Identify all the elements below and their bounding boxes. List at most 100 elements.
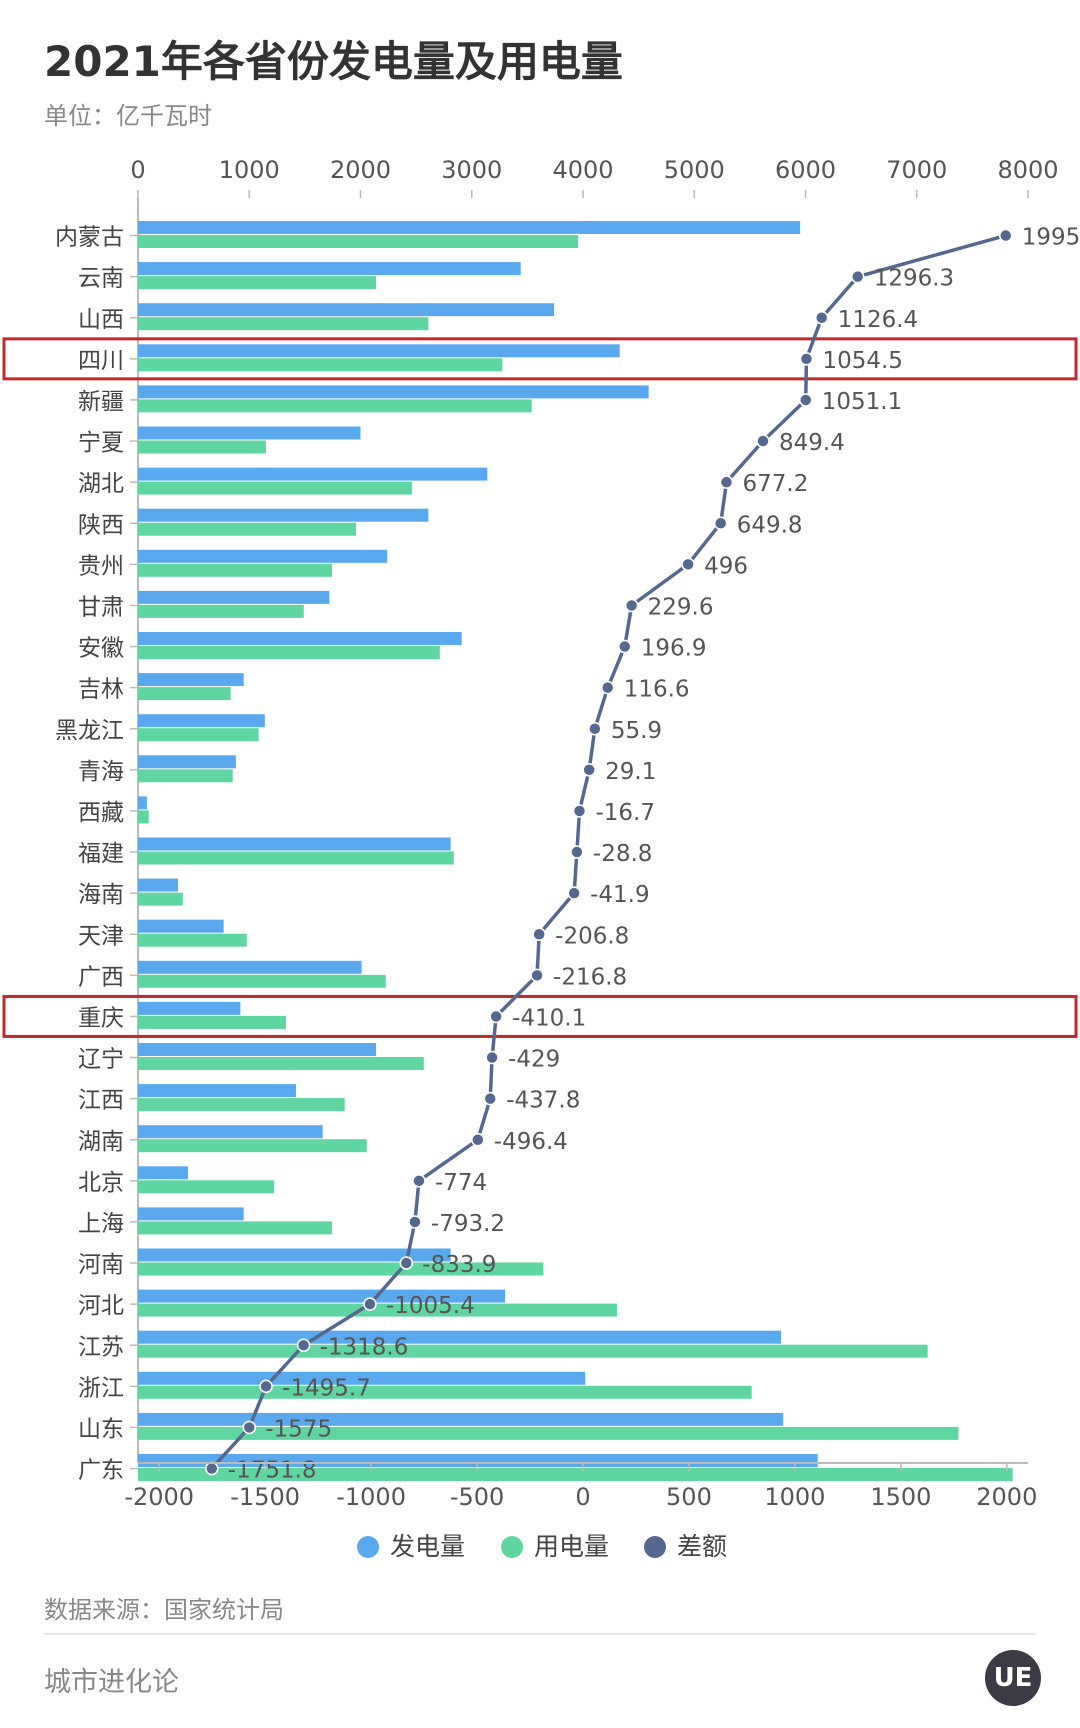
generation-bar <box>138 1248 451 1262</box>
brand-logo: UE <box>985 1650 1041 1706</box>
difference-point <box>205 1461 219 1476</box>
category-label: 江西 <box>78 1088 124 1114</box>
category-label: 天津 <box>78 923 124 949</box>
legend-label: 用电量 <box>534 1532 609 1560</box>
bottom-axis-tick-label: 1500 <box>870 1483 931 1511</box>
difference-point <box>624 598 639 613</box>
difference-point <box>570 845 584 859</box>
category-label: 湖北 <box>78 471 124 497</box>
top-axis-tick-label: 5000 <box>664 156 725 184</box>
difference-point <box>530 968 544 983</box>
consumption-bar <box>138 1057 424 1070</box>
generation-bar <box>138 303 555 317</box>
difference-label: -833.9 <box>422 1252 496 1278</box>
consumption-bar <box>138 810 149 824</box>
difference-label: 29.1 <box>605 759 656 785</box>
generation-bar <box>138 673 244 687</box>
difference-label: 1054.5 <box>822 348 902 374</box>
consumption-bar <box>138 317 429 331</box>
difference-point <box>850 269 865 284</box>
difference-label: 849.4 <box>779 430 845 456</box>
difference-point <box>363 1297 377 1311</box>
difference-point <box>799 352 814 366</box>
category-label: 河南 <box>78 1252 124 1278</box>
consumption-bar <box>138 933 247 947</box>
consumption-bar <box>138 604 304 618</box>
legend-marker <box>357 1536 379 1558</box>
bottom-axis-tick-label: -1000 <box>336 1483 406 1511</box>
consumption-bar <box>138 1344 928 1358</box>
category-label: 吉林 <box>78 677 124 703</box>
legend-label: 发电量 <box>390 1532 465 1560</box>
bottom-axis-tick-label: -500 <box>450 1483 504 1511</box>
category-label: 甘肃 <box>78 594 124 620</box>
difference-point <box>485 1050 499 1065</box>
difference-point <box>296 1338 311 1352</box>
difference-point <box>259 1379 273 1394</box>
difference-label: -793.2 <box>431 1211 505 1237</box>
category-label: 江苏 <box>78 1334 124 1360</box>
consumption-bar <box>138 728 259 742</box>
data-source: 数据来源：国家统计局 <box>44 1596 284 1624</box>
difference-point <box>572 804 587 818</box>
category-label: 河北 <box>78 1293 124 1319</box>
difference-label: -774 <box>435 1170 487 1196</box>
category-label: 上海 <box>78 1211 124 1237</box>
difference-label: -16.7 <box>595 800 655 826</box>
difference-label: -1318.6 <box>320 1334 409 1360</box>
difference-label: 1051.1 <box>822 389 902 415</box>
generation-bar <box>138 1084 296 1098</box>
difference-point <box>408 1215 422 1229</box>
bottom-axis-tick-label: 500 <box>666 1483 712 1511</box>
consumption-bar <box>138 563 333 577</box>
difference-point <box>719 475 734 489</box>
consumption-bar <box>138 522 357 536</box>
difference-point <box>588 722 602 736</box>
difference-label: 649.8 <box>737 512 803 538</box>
difference-point <box>756 434 770 448</box>
generation-bar <box>138 1043 377 1056</box>
difference-label: 196.9 <box>641 636 707 662</box>
consumption-bar <box>138 1385 752 1399</box>
legend-marker <box>501 1536 523 1558</box>
generation-bar <box>138 837 451 851</box>
category-label: 四川 <box>78 348 124 374</box>
generation-bar <box>138 1001 241 1015</box>
consumption-bar <box>138 1221 332 1235</box>
difference-label: -206.8 <box>555 923 629 949</box>
generation-bar <box>138 796 147 810</box>
category-label: 青海 <box>78 759 124 785</box>
difference-label: -1005.4 <box>386 1293 475 1319</box>
generation-bar <box>138 632 462 645</box>
category-label: 山西 <box>78 307 124 333</box>
consumption-bar <box>138 1303 617 1317</box>
category-label: 贵州 <box>78 553 124 579</box>
top-axis-tick-label: 7000 <box>886 156 947 184</box>
generation-bar <box>138 1125 323 1139</box>
difference-point <box>582 763 596 777</box>
consumption-bar <box>138 1015 286 1029</box>
difference-label: 116.6 <box>624 677 690 703</box>
category-label: 广东 <box>78 1458 124 1484</box>
difference-label: -496.4 <box>494 1129 568 1155</box>
top-axis-tick-label: 0 <box>130 156 145 184</box>
difference-point <box>600 680 615 695</box>
consumption-bar <box>138 399 532 413</box>
difference-point <box>999 228 1013 243</box>
generation-bar <box>138 1412 784 1426</box>
difference-label: -1575 <box>265 1416 332 1442</box>
consumption-bar <box>138 1262 544 1276</box>
difference-label: -41.9 <box>590 882 650 908</box>
brand-name: 城市进化论 <box>44 1667 179 1698</box>
generation-bar <box>138 1371 586 1385</box>
top-axis-tick-label: 4000 <box>552 156 613 184</box>
consumption-bar <box>138 276 377 290</box>
consumption-bar <box>138 851 454 865</box>
generation-bar <box>138 755 236 769</box>
category-label: 西藏 <box>78 800 124 826</box>
difference-point <box>471 1133 485 1147</box>
generation-bar <box>138 508 429 522</box>
generation-bar <box>138 1330 782 1344</box>
category-label: 陕西 <box>78 512 124 538</box>
consumption-bar <box>138 481 412 495</box>
